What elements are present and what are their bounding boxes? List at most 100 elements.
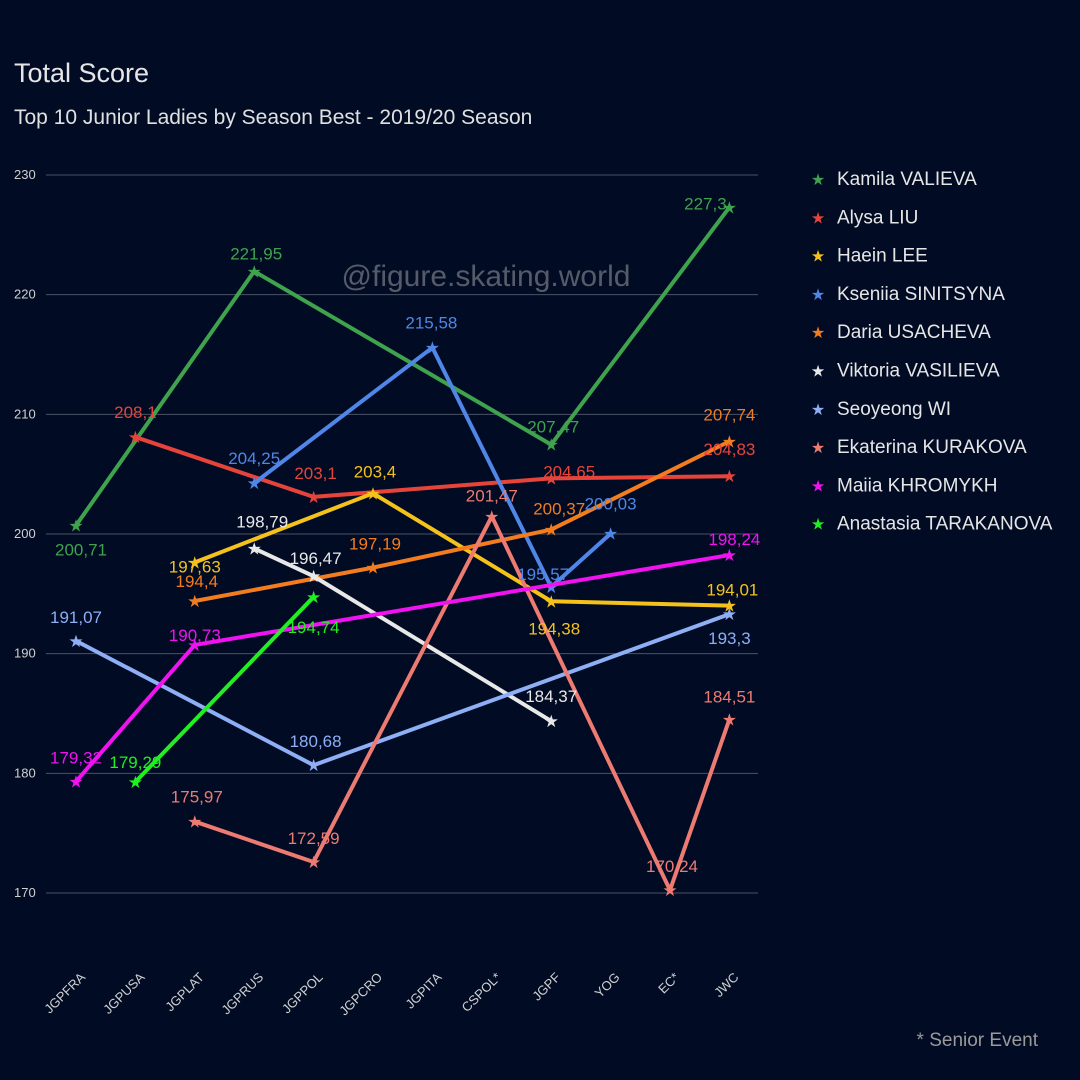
data-point-marker: ★ bbox=[544, 592, 559, 611]
legend-label: Viktoria VASILIEVA bbox=[837, 361, 1000, 382]
legend-item-kseniia-sinitsyna[interactable]: ★ Kseniia SINITSYNA bbox=[811, 284, 1005, 305]
x-tick-label: EC* bbox=[655, 970, 682, 997]
data-point-marker: ★ bbox=[187, 553, 202, 572]
footnote: * Senior Event bbox=[917, 1030, 1039, 1051]
data-label: 196,47 bbox=[290, 549, 342, 568]
legend-label: Ekaterina KURAKOVA bbox=[837, 437, 1027, 458]
series-line-ekaterina-kurakova bbox=[192, 514, 732, 893]
legend-item-kamila-valieva[interactable]: ★ Kamila VALIEVA bbox=[811, 169, 977, 190]
y-tick-label: 230 bbox=[14, 167, 36, 182]
data-point-marker: ★ bbox=[306, 488, 321, 507]
x-tick-label: JGPFRA bbox=[41, 969, 88, 1016]
data-point-marker: ★ bbox=[128, 428, 143, 447]
data-label: 208,1 bbox=[114, 403, 157, 422]
legend-marker-icon: ★ bbox=[811, 287, 825, 304]
legend-marker-icon: ★ bbox=[811, 440, 825, 457]
x-tick-label: JWC bbox=[711, 970, 742, 1001]
legend-marker-icon: ★ bbox=[811, 478, 825, 495]
x-tick-label: JGPF bbox=[529, 969, 563, 1003]
data-labels: 200,71 221,95 207,47 227,3 208,1 203,1 204,65 2… bbox=[50, 194, 760, 876]
data-point-marker: ★ bbox=[68, 772, 83, 791]
legend-item-alysa-liu[interactable]: ★ Alysa LIU bbox=[811, 207, 918, 228]
data-label: 170,24 bbox=[646, 857, 698, 876]
x-tick-label: JGPPOL bbox=[279, 970, 326, 1017]
legend-label: Kseniia SINITSYNA bbox=[837, 284, 1005, 305]
data-label: 197,63 bbox=[169, 557, 221, 576]
legend-item-haein-lee[interactable]: ★ Haein LEE bbox=[811, 246, 928, 267]
data-point-marker: ★ bbox=[306, 853, 321, 872]
y-tick-label: 210 bbox=[14, 406, 36, 421]
legend-item-anastasia-tarakanova[interactable]: ★ Anastasia TARAKANOVA bbox=[811, 514, 1053, 535]
series-line-maiia-khromykh bbox=[74, 553, 732, 784]
data-label: 184,51 bbox=[703, 687, 755, 706]
data-point-marker: ★ bbox=[722, 546, 737, 565]
legend-item-ekaterina-kurakova[interactable]: ★ Ekaterina KURAKOVA bbox=[811, 437, 1027, 458]
legend-marker-icon: ★ bbox=[811, 172, 825, 189]
data-label: 195,57 bbox=[517, 565, 569, 584]
data-label: 221,95 bbox=[230, 244, 282, 263]
x-tick-label: JGPUSA bbox=[100, 969, 148, 1017]
data-label: 227,3 bbox=[684, 194, 727, 213]
legend-item-seoyeong-wi[interactable]: ★ Seoyeong WI bbox=[811, 399, 951, 420]
data-label: 193,3 bbox=[708, 629, 751, 648]
y-tick-label: 200 bbox=[14, 526, 36, 541]
data-point-marker: ★ bbox=[544, 469, 559, 488]
data-label: 201,47 bbox=[466, 486, 518, 505]
data-label: 203,1 bbox=[294, 464, 337, 483]
legend-item-viktoria-vasilieva[interactable]: ★ Viktoria VASILIEVA bbox=[811, 361, 1000, 382]
legend-item-daria-usacheva[interactable]: ★ Daria USACHEVA bbox=[811, 322, 991, 343]
data-label: 175,97 bbox=[171, 788, 223, 807]
data-point-marker: ★ bbox=[68, 517, 83, 536]
data-label: 194,38 bbox=[528, 619, 580, 638]
data-label: 197,19 bbox=[349, 535, 401, 554]
legend-label: Kamila VALIEVA bbox=[837, 169, 977, 190]
data-point-marker: ★ bbox=[425, 339, 440, 358]
legend-marker-icon: ★ bbox=[811, 364, 825, 381]
data-point-marker: ★ bbox=[247, 262, 262, 281]
data-point-marker: ★ bbox=[722, 605, 737, 624]
legend-marker-icon: ★ bbox=[811, 210, 825, 227]
data-point-marker: ★ bbox=[128, 773, 143, 792]
data-label: 180,68 bbox=[290, 732, 342, 751]
data-point-marker: ★ bbox=[662, 881, 677, 900]
data-label: 194,74 bbox=[288, 618, 340, 637]
data-point-marker: ★ bbox=[603, 525, 618, 544]
data-label: 204,65 bbox=[543, 462, 595, 481]
legend-label: Seoyeong WI bbox=[837, 399, 951, 420]
data-point-marker: ★ bbox=[722, 710, 737, 729]
y-tick-label: 180 bbox=[14, 765, 36, 780]
gridlines bbox=[46, 174, 758, 894]
legend-label: Daria USACHEVA bbox=[837, 322, 991, 343]
watermark: @figure.skating.world bbox=[342, 260, 631, 293]
data-point-marker: ★ bbox=[247, 539, 262, 558]
data-label: 203,4 bbox=[354, 462, 397, 481]
data-label: 200,03 bbox=[585, 495, 637, 514]
data-label: 200,71 bbox=[55, 541, 107, 560]
data-point-marker: ★ bbox=[68, 632, 83, 651]
data-label: 215,58 bbox=[405, 314, 457, 333]
legend-marker-icon: ★ bbox=[811, 249, 825, 266]
chart-subtitle: Top 10 Junior Ladies by Season Best - 20… bbox=[14, 106, 532, 129]
data-point-marker: ★ bbox=[306, 588, 321, 607]
legend-label: Anastasia TARAKANOVA bbox=[837, 514, 1053, 535]
y-axis: 170 180 190 200 210 220 230 bbox=[14, 167, 36, 900]
data-label: 172,59 bbox=[288, 829, 340, 848]
data-label: 200,37 bbox=[533, 500, 585, 519]
y-tick-label: 170 bbox=[14, 885, 36, 900]
data-point-marker: ★ bbox=[187, 636, 202, 655]
legend-item-maiia-khromykh[interactable]: ★ Maiia KHROMYKH bbox=[811, 475, 998, 496]
data-label: 184,37 bbox=[525, 687, 577, 706]
x-tick-label: JGPLAT bbox=[162, 969, 207, 1014]
data-label: 198,79 bbox=[236, 512, 288, 531]
legend-label: Alysa LIU bbox=[837, 207, 918, 228]
data-label: 194,01 bbox=[706, 581, 758, 600]
data-point-marker: ★ bbox=[722, 198, 737, 217]
data-label: 207,74 bbox=[703, 405, 755, 424]
data-point-marker: ★ bbox=[365, 484, 380, 503]
legend-marker-icon: ★ bbox=[811, 517, 825, 534]
data-point-marker: ★ bbox=[544, 521, 559, 540]
data-point-marker: ★ bbox=[247, 474, 262, 493]
data-label: 191,07 bbox=[50, 608, 102, 627]
data-point-marker: ★ bbox=[722, 467, 737, 486]
